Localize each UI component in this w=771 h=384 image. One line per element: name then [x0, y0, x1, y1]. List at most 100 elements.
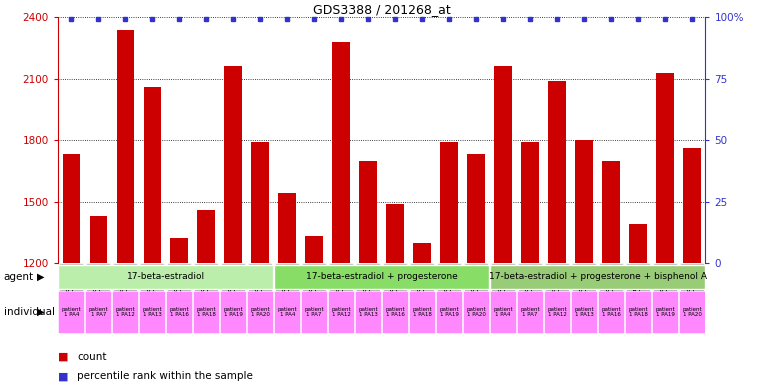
Text: GSM259394: GSM259394	[661, 266, 669, 313]
Text: patient
1 PA4: patient 1 PA4	[493, 306, 513, 318]
FancyBboxPatch shape	[598, 291, 624, 333]
FancyBboxPatch shape	[302, 263, 326, 328]
Text: individual: individual	[4, 307, 55, 317]
FancyBboxPatch shape	[572, 263, 596, 328]
Bar	[656, 73, 674, 263]
Bar	[305, 237, 323, 263]
FancyBboxPatch shape	[437, 263, 461, 328]
Bar	[62, 154, 80, 263]
FancyBboxPatch shape	[194, 263, 218, 328]
FancyBboxPatch shape	[329, 263, 353, 328]
Text: GSM259377: GSM259377	[175, 266, 183, 313]
FancyBboxPatch shape	[599, 263, 623, 328]
FancyBboxPatch shape	[517, 291, 543, 333]
Bar	[440, 142, 458, 263]
FancyBboxPatch shape	[221, 263, 245, 328]
FancyBboxPatch shape	[59, 265, 273, 289]
Text: agent: agent	[4, 272, 34, 282]
Bar	[359, 161, 377, 263]
Bar	[116, 30, 134, 263]
Text: patient
1 PA18: patient 1 PA18	[628, 306, 648, 318]
Text: patient
1 PA20: patient 1 PA20	[251, 306, 270, 318]
FancyBboxPatch shape	[545, 263, 569, 328]
Bar	[629, 224, 647, 263]
Text: patient
1 PA16: patient 1 PA16	[386, 306, 405, 318]
FancyBboxPatch shape	[113, 291, 138, 333]
Bar	[251, 142, 269, 263]
Bar	[548, 81, 566, 263]
FancyBboxPatch shape	[653, 263, 677, 328]
FancyBboxPatch shape	[140, 263, 164, 328]
Text: patient
1 PA12: patient 1 PA12	[116, 306, 135, 318]
FancyBboxPatch shape	[59, 291, 84, 333]
Text: GSM259379: GSM259379	[607, 266, 615, 313]
Text: ▶: ▶	[37, 307, 45, 317]
Text: patient
1 PA19: patient 1 PA19	[224, 306, 243, 318]
Text: 17-beta-estradiol + progesterone + bisphenol A: 17-beta-estradiol + progesterone + bisph…	[489, 272, 706, 281]
Bar	[170, 238, 188, 263]
FancyBboxPatch shape	[247, 291, 273, 333]
Text: patient
1 PA20: patient 1 PA20	[682, 306, 702, 318]
Text: 17-beta-estradiol + progesterone: 17-beta-estradiol + progesterone	[306, 272, 457, 281]
FancyBboxPatch shape	[518, 263, 542, 328]
Text: 17-beta-estradiol: 17-beta-estradiol	[126, 272, 205, 281]
Text: patient
1 PA16: patient 1 PA16	[601, 306, 621, 318]
Text: patient
1 PA16: patient 1 PA16	[170, 306, 189, 318]
Bar	[575, 140, 593, 263]
Text: GSM259368: GSM259368	[580, 266, 588, 313]
Bar	[602, 161, 620, 263]
FancyBboxPatch shape	[86, 291, 111, 333]
Text: patient
1 PA4: patient 1 PA4	[278, 306, 297, 318]
Text: patient
1 PA7: patient 1 PA7	[520, 306, 540, 318]
Text: GSM259393: GSM259393	[445, 266, 453, 313]
FancyBboxPatch shape	[355, 291, 381, 333]
Bar	[332, 42, 350, 263]
FancyBboxPatch shape	[490, 291, 516, 333]
Text: GSM259396: GSM259396	[472, 266, 480, 313]
Text: GSM259387: GSM259387	[418, 266, 426, 313]
Text: GSM259345: GSM259345	[94, 266, 103, 313]
Text: patient
1 PA7: patient 1 PA7	[305, 306, 324, 318]
FancyBboxPatch shape	[167, 291, 192, 333]
Text: GSM259339: GSM259339	[67, 266, 76, 313]
Bar	[494, 66, 512, 263]
Text: patient
1 PA13: patient 1 PA13	[574, 306, 594, 318]
FancyBboxPatch shape	[626, 263, 650, 328]
Text: ■: ■	[58, 352, 69, 362]
Text: GSM259342: GSM259342	[499, 266, 507, 313]
FancyBboxPatch shape	[356, 263, 380, 328]
FancyBboxPatch shape	[274, 291, 300, 333]
Bar	[143, 87, 161, 263]
Text: patient
1 PA4: patient 1 PA4	[62, 306, 81, 318]
Bar	[683, 148, 701, 263]
FancyBboxPatch shape	[679, 291, 705, 333]
FancyBboxPatch shape	[436, 291, 462, 333]
Text: GSM259392: GSM259392	[229, 266, 237, 313]
Title: GDS3388 / 201268_at: GDS3388 / 201268_at	[313, 3, 450, 16]
FancyBboxPatch shape	[86, 263, 110, 328]
FancyBboxPatch shape	[410, 263, 434, 328]
Text: GSM259367: GSM259367	[364, 266, 372, 313]
Text: GSM259397: GSM259397	[688, 266, 696, 313]
Text: patient
1 PA7: patient 1 PA7	[89, 306, 108, 318]
FancyBboxPatch shape	[652, 291, 678, 333]
Text: patient
1 PA12: patient 1 PA12	[332, 306, 351, 318]
FancyBboxPatch shape	[301, 291, 327, 333]
FancyBboxPatch shape	[571, 291, 597, 333]
Bar	[89, 216, 107, 263]
Text: ▶: ▶	[37, 272, 45, 282]
Text: patient
1 PA13: patient 1 PA13	[359, 306, 378, 318]
Text: GSM259386: GSM259386	[202, 266, 210, 313]
Text: GSM259341: GSM259341	[283, 266, 291, 313]
FancyBboxPatch shape	[383, 263, 407, 328]
Bar	[278, 194, 296, 263]
Text: patient
1 PA18: patient 1 PA18	[412, 306, 432, 318]
Text: GSM259360: GSM259360	[337, 266, 345, 313]
Bar	[197, 210, 215, 263]
FancyBboxPatch shape	[625, 291, 651, 333]
FancyBboxPatch shape	[490, 265, 705, 289]
FancyBboxPatch shape	[274, 265, 489, 289]
FancyBboxPatch shape	[464, 263, 488, 328]
FancyBboxPatch shape	[221, 291, 246, 333]
Bar	[521, 142, 539, 263]
